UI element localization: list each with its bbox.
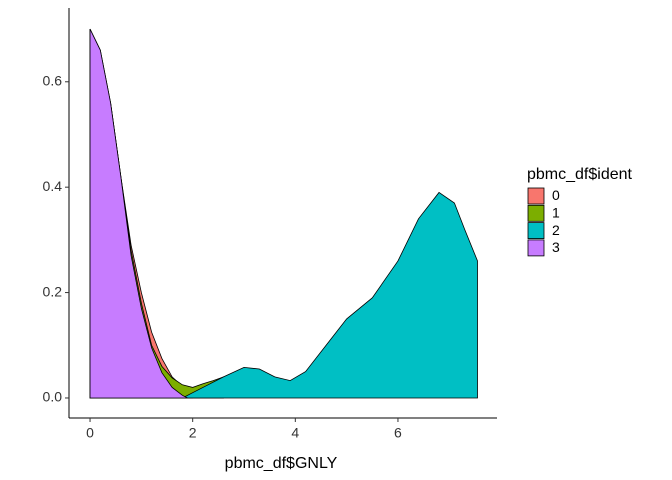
legend-key: [527, 239, 545, 257]
x-axis-title: pbmc_df$GNLY: [225, 455, 338, 472]
legend-label: 2: [552, 222, 560, 238]
x-tick-label: 4: [291, 425, 299, 441]
density-area: [89, 28, 188, 399]
x-tick-label: 6: [394, 425, 402, 441]
legend-key: [527, 187, 545, 205]
y-tick-label: 0.0: [43, 389, 63, 405]
x-tick-label: 0: [86, 425, 94, 441]
legend-label: 3: [552, 239, 560, 255]
legend-label: 0: [552, 187, 560, 203]
legend-title: pbmc_df$ident: [527, 166, 633, 183]
x-tick-label: 2: [189, 425, 197, 441]
legend-label: 1: [552, 205, 560, 221]
legend-key: [527, 204, 545, 222]
y-tick-label: 0.6: [43, 72, 63, 88]
density-area: [182, 191, 478, 399]
y-tick-label: 0.2: [43, 283, 63, 299]
y-tick-label: 0.4: [43, 178, 63, 194]
legend-key: [527, 222, 545, 240]
